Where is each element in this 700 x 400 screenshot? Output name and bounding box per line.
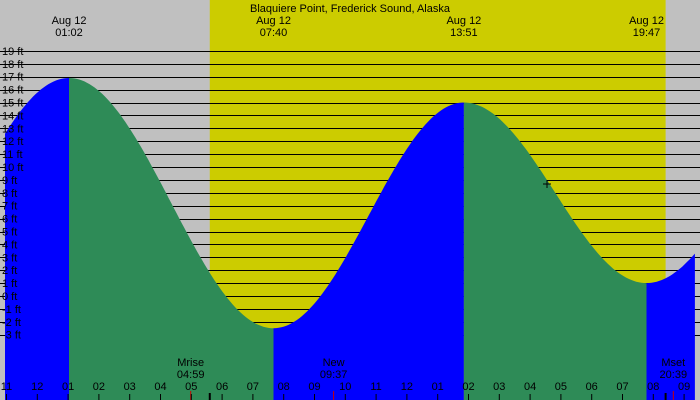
y-tick-label: 0 ft [2, 291, 17, 303]
x-tick-label: 02 [93, 381, 105, 393]
x-tick-label: 04 [524, 381, 536, 393]
tide-event-date: Aug 12 [629, 15, 664, 27]
tide-event-time: 13:51 [450, 27, 478, 39]
tide-event-date: Aug 12 [446, 15, 481, 27]
rising-tide-area [646, 253, 695, 400]
x-tick-label: 06 [586, 381, 598, 393]
y-tick-label: 17 ft [2, 72, 23, 84]
x-tick-label: 05 [185, 381, 197, 393]
x-tick-label: 12 [401, 381, 413, 393]
y-tick-label: 14 ft [2, 110, 23, 122]
chart-title: Blaquiere Point, Frederick Sound, Alaska [250, 3, 451, 15]
moon-event-label: Mset [661, 357, 685, 369]
y-tick-label: 8 ft [2, 188, 17, 200]
y-tick-label: 5 ft [2, 227, 17, 239]
x-tick-label: 10 [339, 381, 351, 393]
y-tick-label: 18 ft [2, 59, 23, 71]
x-tick-label: 03 [124, 381, 136, 393]
tide-event-date: Aug 12 [52, 15, 87, 27]
y-tick-label: 13 ft [2, 123, 23, 135]
x-tick-label: 05 [555, 381, 567, 393]
y-tick-label: 4 ft [2, 239, 17, 251]
y-tick-label: 11 ft [2, 149, 23, 161]
tide-event-time: 07:40 [260, 27, 288, 39]
tide-event-date: Aug 12 [256, 15, 291, 27]
moon-event-time: 20:39 [660, 369, 688, 381]
y-tick-label: 19 ft [2, 46, 23, 58]
tide-event-time: 01:02 [55, 27, 83, 39]
y-tick-label: 15 ft [2, 98, 23, 110]
y-tick-label: 1 ft [2, 278, 17, 290]
x-tick-label: 11 [370, 381, 381, 393]
rising-tide-area [273, 102, 464, 400]
x-tick-label: 08 [647, 381, 659, 393]
x-tick-label: 01 [432, 381, 444, 393]
rising-tide-area [5, 78, 69, 400]
x-tick-label: 09 [308, 381, 320, 393]
moon-event-label: New [323, 357, 345, 369]
x-tick-label: 09 [678, 381, 690, 393]
x-tick-label: 07 [616, 381, 628, 393]
x-tick-label: 07 [247, 381, 259, 393]
y-tick-label: 6 ft [2, 214, 17, 226]
y-tick-label: -2 ft [2, 317, 21, 329]
y-tick-label: 12 ft [2, 136, 23, 148]
x-tick-label: 06 [216, 381, 228, 393]
x-tick-label: 03 [493, 381, 505, 393]
x-tick-label: 12 [31, 381, 43, 393]
falling-tide-area [69, 78, 274, 400]
moon-event-time: 04:59 [177, 369, 205, 381]
tide-event-time: 19:47 [633, 27, 661, 39]
y-tick-label: -3 ft [2, 330, 21, 342]
y-tick-label: 16 ft [2, 85, 23, 97]
x-tick-label: 04 [154, 381, 166, 393]
y-tick-label: 10 ft [2, 162, 23, 174]
x-tick-label: 02 [462, 381, 474, 393]
moon-event-label: Mrise [177, 357, 204, 369]
x-tick-label: 08 [278, 381, 290, 393]
x-tick-label: 01 [62, 381, 74, 393]
moon-event-time: 09:37 [320, 369, 348, 381]
y-tick-label: 3 ft [2, 252, 17, 264]
x-tick-label: 11 [1, 381, 12, 393]
y-tick-label: 2 ft [2, 265, 17, 277]
y-tick-label: -1 ft [2, 304, 21, 316]
y-tick-label: 7 ft [2, 201, 17, 213]
falling-tide-area [463, 102, 647, 400]
y-tick-label: 9 ft [2, 175, 17, 187]
